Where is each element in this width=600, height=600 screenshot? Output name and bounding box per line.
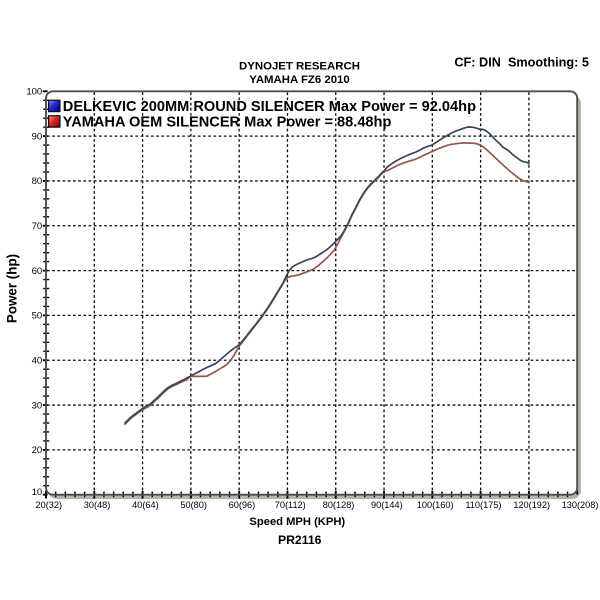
svg-text:70(112): 70(112)	[275, 500, 306, 510]
svg-text:60(96): 60(96)	[229, 500, 256, 510]
svg-text:Speed MPH (KPH): Speed MPH (KPH)	[249, 516, 345, 528]
svg-text:80: 80	[32, 176, 43, 187]
svg-text:PR2116: PR2116	[278, 533, 322, 547]
svg-text:70: 70	[32, 221, 43, 232]
svg-text:CF: DIN Smoothing: 5: CF: DIN Smoothing: 5	[454, 55, 589, 69]
svg-text:30(48): 30(48)	[84, 500, 111, 510]
svg-text:20: 20	[32, 445, 43, 456]
svg-text:YAMAHA OEM SILENCER Max Power: YAMAHA OEM SILENCER Max Power = 88.48hp	[63, 115, 392, 131]
svg-text:30: 30	[32, 400, 43, 411]
svg-text:100: 100	[26, 87, 42, 98]
svg-text:90(144): 90(144)	[371, 500, 403, 510]
svg-text:10: 10	[32, 487, 43, 498]
svg-text:YAMAHA FZ6 2010: YAMAHA FZ6 2010	[249, 74, 349, 86]
svg-text:Power (hp): Power (hp)	[5, 254, 20, 323]
svg-text:80(128): 80(128)	[323, 500, 355, 510]
svg-text:20(32): 20(32)	[36, 500, 63, 510]
svg-text:120(192): 120(192)	[513, 500, 550, 510]
svg-text:50(80): 50(80)	[180, 500, 207, 510]
svg-text:40(64): 40(64)	[132, 500, 159, 510]
svg-text:100(160): 100(160)	[417, 500, 454, 510]
svg-text:90: 90	[32, 131, 43, 142]
svg-text:60: 60	[32, 266, 43, 277]
svg-text:50: 50	[32, 311, 43, 322]
svg-text:130(208): 130(208)	[562, 500, 599, 510]
svg-text:DYNOJET RESEARCH: DYNOJET RESEARCH	[239, 60, 360, 72]
svg-text:40: 40	[32, 356, 43, 367]
svg-text:DELKEVIC 200MM ROUND SILENCER: DELKEVIC 200MM ROUND SILENCER Max Power …	[63, 99, 476, 115]
svg-text:110(175): 110(175)	[465, 500, 501, 510]
